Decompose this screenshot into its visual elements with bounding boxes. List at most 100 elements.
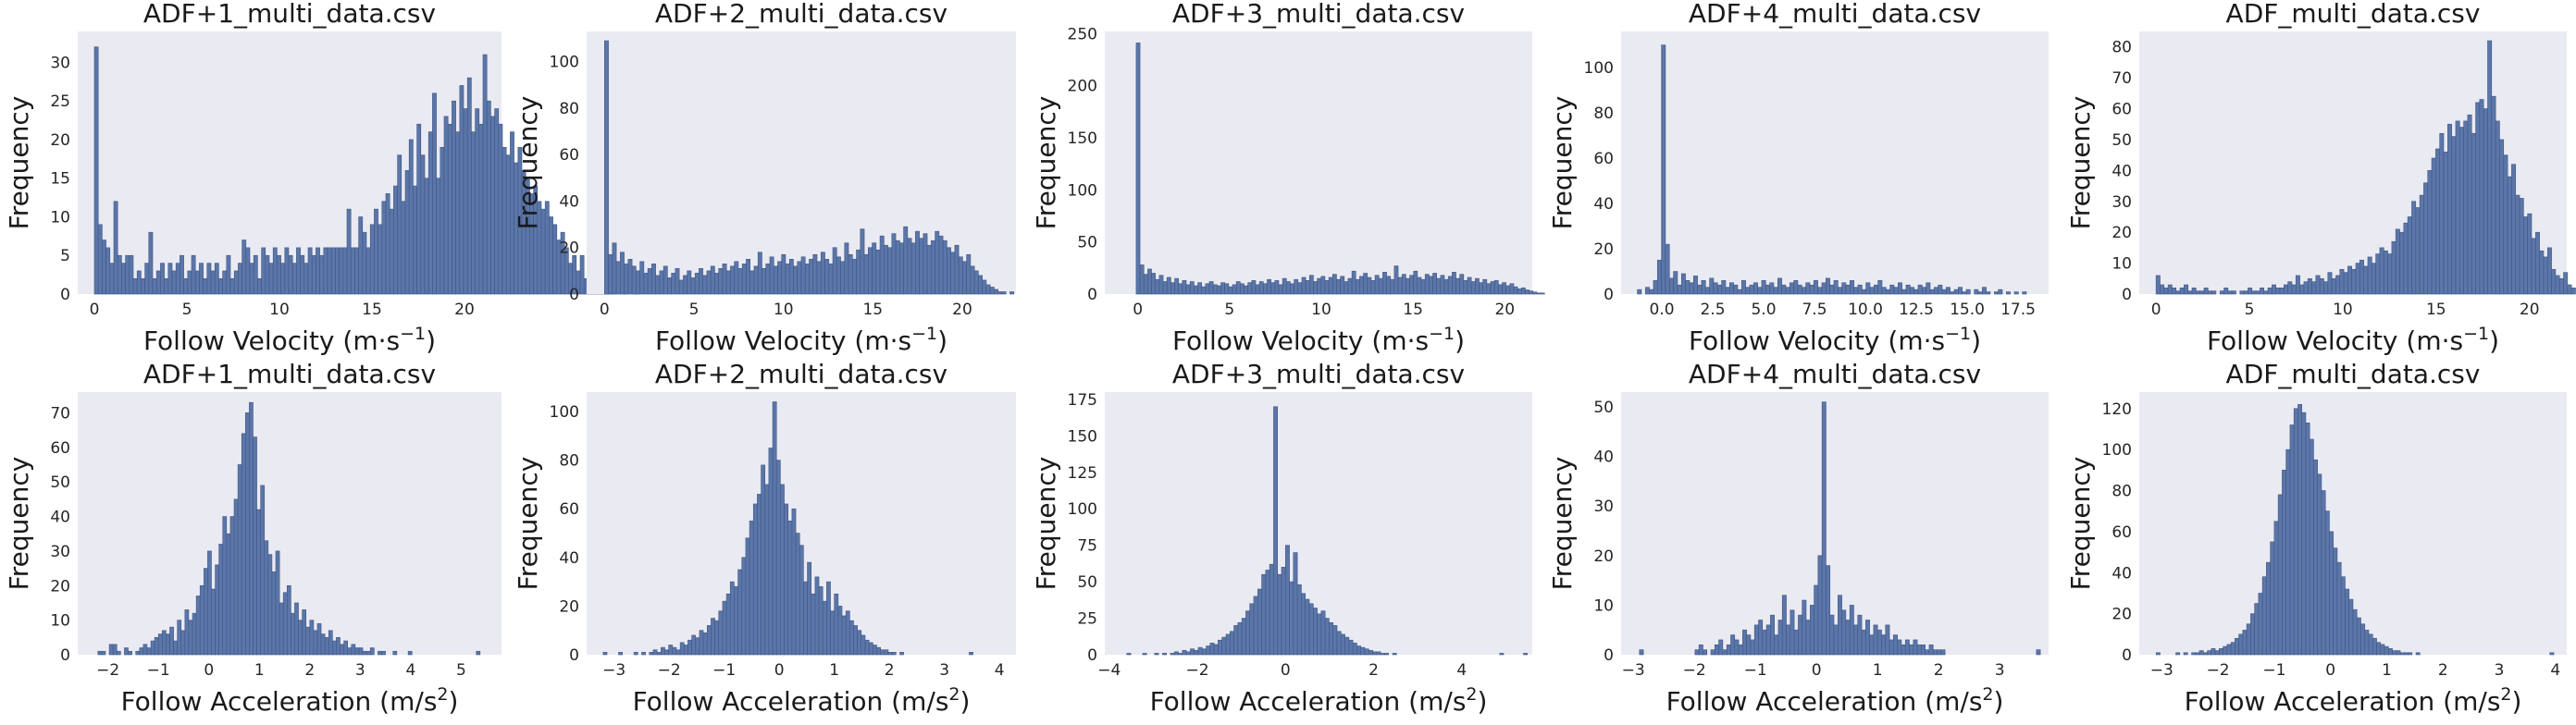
histogram-bar: [2211, 290, 2217, 295]
histogram-bar: [1893, 634, 1898, 656]
histogram-bar: [1532, 291, 1538, 295]
histogram-bar: [745, 537, 750, 656]
histogram-bar: [1833, 280, 1839, 295]
histogram-bar: [826, 581, 831, 656]
histogram-bar: [1277, 573, 1282, 656]
histogram-bar: [1328, 276, 1333, 295]
histogram-bar: [1781, 595, 1787, 656]
histogram-bar: [1986, 291, 1991, 295]
histogram-bar: [1994, 291, 1999, 295]
histogram-bar: [2531, 238, 2536, 295]
histogram-bar: [1232, 284, 1237, 295]
histogram-bar: [1665, 243, 1670, 295]
histogram-bar: [1263, 283, 1268, 295]
histogram-bar: [753, 265, 759, 295]
histogram-bar: [636, 270, 640, 295]
x-tick-label: −1: [2262, 661, 2285, 680]
histogram-bar: [1814, 280, 1818, 295]
histogram-bar: [627, 258, 633, 295]
histogram-bar: [785, 264, 790, 295]
x-tick-label: 0: [90, 301, 100, 319]
histogram-bar: [1479, 282, 1483, 295]
y-tick-label: 40: [1593, 449, 1614, 467]
histogram-bar: [2443, 152, 2448, 295]
histogram-bar: [1269, 563, 1274, 656]
histogram-bar: [799, 545, 804, 656]
histogram-bar: [1857, 614, 1863, 656]
histogram-bar: [2167, 284, 2173, 295]
histogram-bar: [722, 600, 727, 656]
histogram-bar: [633, 652, 638, 656]
histogram-bar: [2388, 648, 2393, 656]
histogram-bar: [694, 273, 700, 295]
histogram-bar: [300, 254, 305, 295]
y-tick-label: 0: [569, 646, 579, 665]
histogram-bar: [884, 649, 889, 656]
histogram-bar: [942, 240, 947, 295]
histogram-bar: [1267, 278, 1271, 295]
histogram-bar: [1909, 644, 1914, 656]
histogram-bar: [1182, 649, 1187, 656]
histogram-bar: [811, 593, 816, 656]
x-tick-label: 3: [355, 661, 365, 680]
x-tick-label: 0: [2151, 301, 2161, 319]
histogram-bar: [302, 609, 307, 656]
histogram-bar: [1197, 282, 1202, 295]
histogram-bar: [2284, 284, 2288, 295]
histogram-bar: [764, 484, 770, 656]
histogram-bar: [1249, 603, 1255, 656]
histogram-bar: [1443, 278, 1449, 295]
histogram-bar: [1838, 595, 1842, 656]
histogram-bar: [1162, 653, 1167, 656]
histogram-bar: [2331, 277, 2336, 295]
histogram-bar: [155, 270, 161, 295]
histogram-bar: [1790, 609, 1795, 656]
histogram-bar: [2275, 288, 2281, 295]
x-tick-label: 0: [204, 661, 214, 680]
y-tick-label: 20: [2112, 224, 2132, 242]
histogram-bar: [319, 254, 325, 295]
histogram-bar: [180, 630, 186, 656]
histogram-bar: [1901, 289, 1907, 295]
histogram-bar: [2223, 645, 2228, 656]
histogram-bar: [2250, 613, 2255, 656]
y-axis-label: Frequency: [4, 457, 34, 591]
histogram-bar: [1737, 289, 1742, 295]
histogram-bar: [931, 240, 935, 295]
histogram-bar: [339, 247, 344, 295]
histogram-bar: [899, 242, 904, 295]
histogram-bar: [2396, 650, 2401, 656]
histogram-bar: [2243, 290, 2248, 295]
histogram-bar: [1213, 644, 1219, 656]
histogram-bar: [1752, 282, 1758, 295]
histogram-bar: [2235, 637, 2239, 656]
histogram-bar: [2467, 114, 2472, 295]
histogram-bar: [1904, 639, 1910, 656]
histogram-bar: [1502, 282, 1506, 295]
histogram-bar: [923, 233, 928, 295]
histogram-bar: [459, 85, 464, 295]
histogram-bar: [678, 279, 684, 295]
histogram-bar: [2251, 290, 2257, 295]
histogram-bar: [218, 544, 224, 656]
histogram-bar: [440, 146, 445, 295]
histogram-bar: [746, 258, 751, 295]
histogram-bar: [2360, 623, 2366, 656]
histogram-bar: [1734, 639, 1740, 656]
y-tick-label: 50: [1077, 573, 1097, 592]
histogram-bar: [1281, 567, 1286, 656]
histogram-bar: [1925, 649, 1930, 656]
y-tick-label: 0: [2122, 286, 2132, 304]
histogram-bar: [413, 185, 417, 295]
x-tick-label: 2.5: [1700, 301, 1725, 319]
x-tick-label: 15: [1403, 301, 1423, 319]
histogram-bar: [2535, 231, 2540, 295]
histogram-bar: [1781, 284, 1787, 295]
x-tick-label: 5: [182, 301, 192, 319]
y-axis-label: Frequency: [4, 96, 34, 230]
histogram-bar: [2419, 194, 2424, 295]
y-tick-label: 50: [1593, 399, 1614, 417]
histogram-bar: [2282, 470, 2286, 656]
histogram-bar: [1740, 280, 1746, 295]
histogram-bar: [354, 247, 359, 295]
